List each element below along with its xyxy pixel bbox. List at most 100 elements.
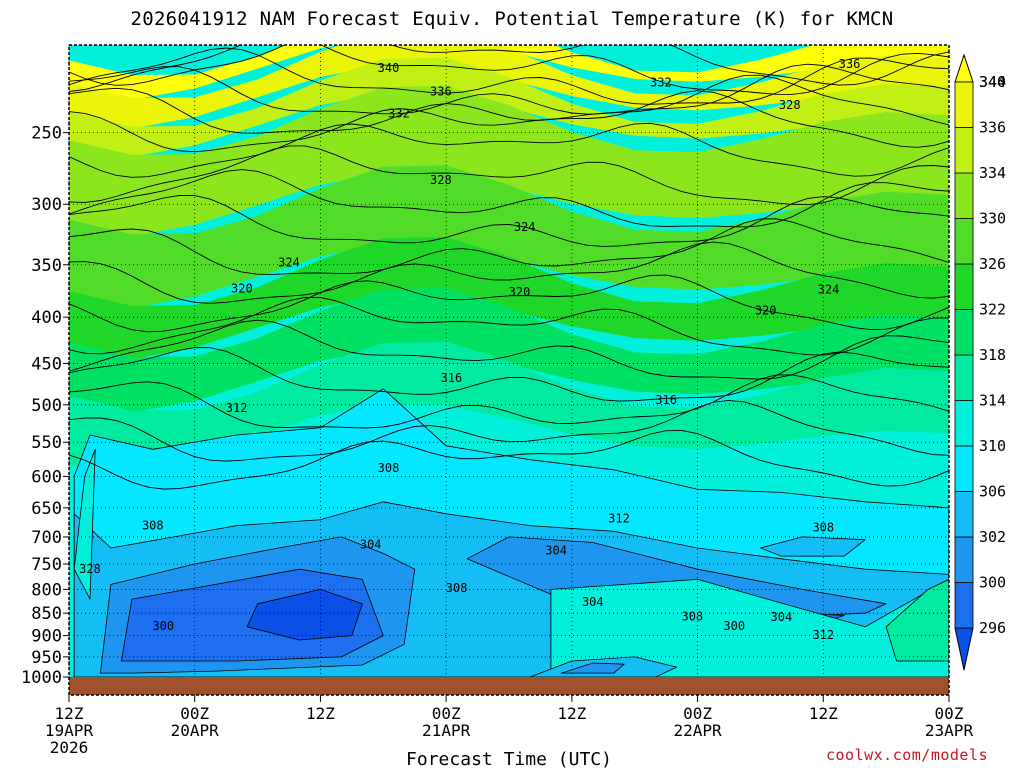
y-tick-label: 250 <box>31 124 62 144</box>
y-tick-label: 300 <box>31 195 62 215</box>
colorbar-label: 300 <box>979 574 1006 592</box>
contour-label: 308 <box>142 519 164 533</box>
contour-label: 304 <box>582 595 604 609</box>
contour-lines <box>69 45 949 490</box>
colorbar-swatch-314 <box>954 400 974 447</box>
contour-line <box>69 122 949 178</box>
colorbar-label: 306 <box>979 483 1006 501</box>
theta-band-340 <box>69 45 949 129</box>
colorbar-swatch-322 <box>954 309 974 356</box>
y-tick-label: 950 <box>31 648 62 668</box>
theta-band-318 <box>69 341 949 468</box>
contour-line <box>69 296 949 356</box>
contour-label: 332 <box>388 106 410 120</box>
theta-band-326 <box>69 236 949 359</box>
x-axis-title: Forecast Time (UTC) <box>406 749 612 768</box>
colorbar-label: 310 <box>979 437 1006 455</box>
colorbar-label: 302 <box>979 528 1006 546</box>
colorbar-label: 340 <box>979 73 1006 91</box>
contour-label: 324 <box>514 220 536 234</box>
contour-label: 328 <box>430 173 452 187</box>
y-tick-label: 600 <box>31 467 62 487</box>
x-tick-label: 20APR <box>171 721 220 740</box>
x-tick-label: 19APR <box>45 721 94 740</box>
x-tick-label: 12Z <box>306 704 335 723</box>
colorbar-swatch-336 <box>954 127 974 174</box>
contour-label: 300 <box>723 619 745 633</box>
contour-label: 324 <box>818 283 840 297</box>
contour-label: 304 <box>545 544 567 558</box>
contour-label: 324 <box>278 256 300 270</box>
contour-line <box>69 241 949 304</box>
colorbar-swatch-326 <box>954 263 974 310</box>
contour-label: 332 <box>650 75 672 89</box>
x-tick-label: 00Z <box>432 704 461 723</box>
y-tick-label: 1000 <box>21 668 62 688</box>
chart-title: 2026041912 NAM Forecast Equiv. Potential… <box>130 8 894 30</box>
contour-label: 328 <box>779 98 801 112</box>
contour-label: 316 <box>441 371 463 385</box>
colorbar-swatch-340 <box>954 81 974 128</box>
contour-label: 312 <box>812 628 834 642</box>
terrain-band <box>69 677 949 695</box>
contour-label: 308 <box>681 609 703 623</box>
y-tick-label: 750 <box>31 555 62 575</box>
colorbar-top-arrow <box>954 53 974 83</box>
theta-band-330 <box>69 165 949 308</box>
contour-label: 340 <box>378 61 400 75</box>
colorbar-label: 318 <box>979 346 1006 364</box>
contour-label: 308 <box>446 581 468 595</box>
contour-label: 328 <box>79 562 101 576</box>
contour-line <box>69 319 949 380</box>
colorbar-label: 344 <box>979 73 1006 91</box>
contour-line <box>69 74 949 134</box>
contour-label: 320 <box>755 303 777 317</box>
contour-label: 316 <box>655 393 677 407</box>
colorbar-swatch-318 <box>954 354 974 401</box>
colorbar-swatch-300 <box>954 582 974 629</box>
colorbar-bottom-arrow <box>954 627 974 671</box>
theta-region-306-2 <box>760 536 866 557</box>
contour-line <box>69 399 949 462</box>
contour-line <box>69 47 949 105</box>
theta-region-318-9 <box>885 579 949 662</box>
colorbar-label: 334 <box>979 164 1006 182</box>
y-tick-label: 550 <box>31 433 62 453</box>
y-tick-label: 700 <box>31 528 62 548</box>
theta-band-322 <box>69 288 949 413</box>
contour-label: 336 <box>839 57 861 71</box>
x-tick-label: 00Z <box>180 704 209 723</box>
x-tick-label: 12Z <box>557 704 586 723</box>
y-tick-label: 450 <box>31 354 62 374</box>
contour-label: 320 <box>509 285 531 299</box>
colorbar-label: 296 <box>979 619 1006 637</box>
contour-line <box>69 45 949 95</box>
colorbar: 296 300 302 306 310 314 318 322 326 330 334 336 3403… <box>954 53 1006 671</box>
contour-label: 336 <box>430 84 452 98</box>
x-tick-label: 12Z <box>55 704 84 723</box>
colorbar-label: 336 <box>979 119 1006 137</box>
contour-line <box>69 274 949 333</box>
y-tick-label: 650 <box>31 499 62 519</box>
colorbar-label: 330 <box>979 210 1006 228</box>
source-credit: coolwx.com/models <box>826 746 989 764</box>
contour-line <box>69 63 949 115</box>
x-tick-label: 21APR <box>422 721 471 740</box>
y-tick-label: 800 <box>31 580 62 600</box>
x-tick-label: 12Z <box>809 704 838 723</box>
y-tick-label: 500 <box>31 396 62 416</box>
contour-label: 304 <box>360 538 382 552</box>
x-tick-label: 00Z <box>683 704 712 723</box>
contour-line <box>69 90 949 153</box>
colorbar-swatch-330 <box>954 218 974 265</box>
contour-line <box>69 218 949 275</box>
contour-line <box>69 374 949 429</box>
contour-fills <box>69 45 949 677</box>
plot-frame <box>68 44 950 696</box>
contour-label: 308 <box>378 461 400 475</box>
x-tick-label: 22APR <box>673 721 722 740</box>
x-tick-label: 2026 <box>50 738 89 757</box>
theta-region-314-12 <box>73 448 96 600</box>
